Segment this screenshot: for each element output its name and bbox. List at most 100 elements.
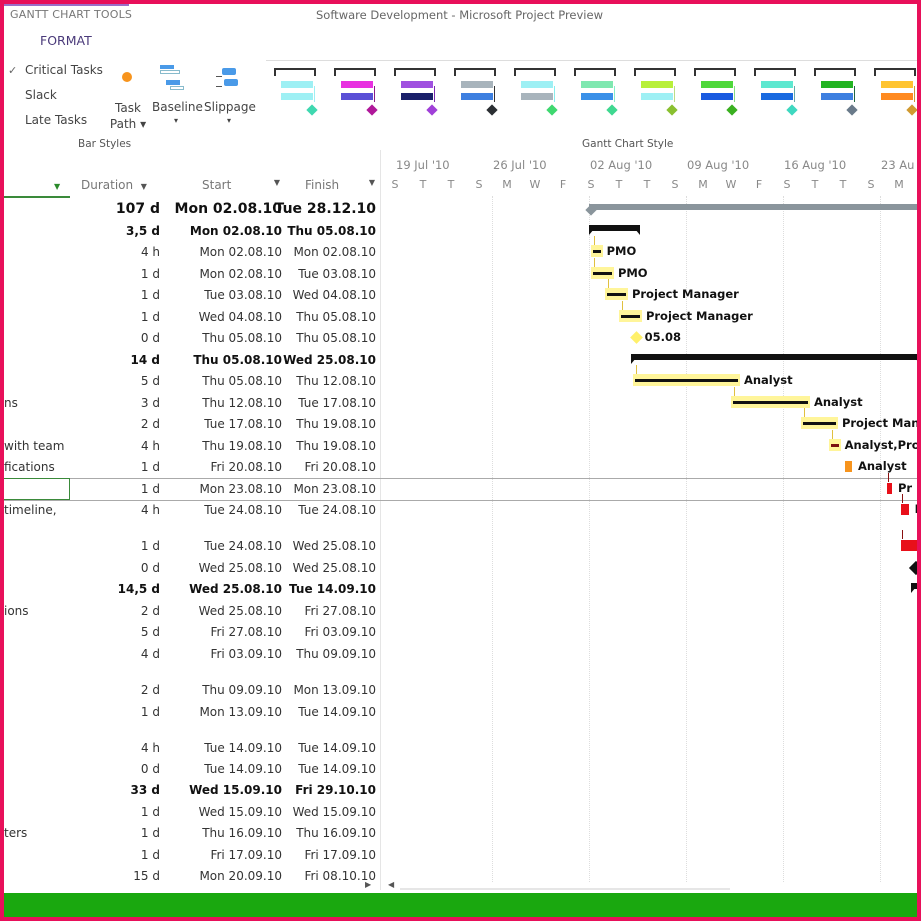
link-line: [854, 86, 855, 102]
task-bar[interactable]: [900, 504, 909, 515]
duration-cell: 0 d: [140, 762, 160, 776]
task-bar[interactable]: [592, 272, 612, 275]
gantt-style-option[interactable]: [812, 66, 862, 122]
start-cell: Tue 17.08.10: [204, 417, 282, 431]
chevron-down-icon: ▾: [226, 116, 231, 125]
task-bar[interactable]: [844, 461, 852, 472]
checkbox-label: Late Tasks: [25, 113, 88, 127]
bracket-icon: [454, 68, 496, 76]
finish-cell: Tue 14.09.10: [289, 582, 376, 596]
day-label: T: [839, 178, 847, 191]
duration-cell: 4 h: [140, 741, 160, 755]
slippage-button[interactable]: Slippage ▾: [204, 62, 256, 128]
milestone-diamond-icon: [606, 104, 618, 116]
milestone-diamond[interactable]: [908, 560, 921, 576]
day-label: T: [615, 178, 623, 191]
duration-cell: 3 d: [140, 396, 160, 410]
summary-bar[interactable]: [630, 354, 920, 360]
start-column-header[interactable]: Start ▼: [202, 178, 280, 192]
resource-label: Project Mana: [841, 416, 921, 430]
splitter[interactable]: [380, 150, 381, 890]
gantt-style-option[interactable]: [752, 66, 802, 122]
task-path-icon: [122, 72, 132, 82]
summary-end-cap: [630, 229, 640, 235]
day-label: M: [894, 178, 904, 191]
selected-cell[interactable]: [0, 478, 70, 500]
scroll-left-button[interactable]: ◀: [388, 880, 395, 889]
start-cell: Thu 05.08.10: [193, 353, 282, 367]
finish-cell: Wed 25.08.10: [292, 539, 376, 553]
week-label: 19 Jul '10: [396, 158, 450, 172]
scroll-right-button[interactable]: ▶: [365, 880, 372, 889]
bar-swatch: [461, 81, 493, 88]
day-label: S: [475, 178, 483, 191]
task-bar[interactable]: [592, 250, 601, 253]
gantt-style-option[interactable]: [392, 66, 442, 122]
start-cell: Mon 02.08.10: [199, 267, 282, 281]
checkbox-box: [8, 115, 19, 126]
critical-tasks-checkbox[interactable]: ✓ Critical Tasks: [8, 63, 103, 77]
link-line: [554, 86, 555, 102]
day-label: W: [725, 178, 737, 191]
task-bar[interactable]: [802, 422, 836, 425]
start-cell: Tue 24.08.10: [204, 503, 282, 517]
duration-column-header[interactable]: Duration ▼: [81, 178, 147, 192]
bar-swatch: [281, 81, 313, 88]
slack-checkbox[interactable]: Slack: [8, 88, 57, 102]
gantt-style-option[interactable]: [572, 66, 622, 122]
bar-swatch: [641, 93, 673, 100]
bracket-icon: [574, 68, 616, 76]
link-arrow: [803, 408, 805, 417]
task-name-column-filter[interactable]: ▼: [54, 182, 61, 191]
finish-column-header[interactable]: Finish ▼: [305, 178, 375, 192]
start-cell: Wed 15.09.10: [189, 783, 282, 797]
resource-label: 05.08: [644, 330, 681, 344]
gantt-style-option[interactable]: [692, 66, 742, 122]
task-bar[interactable]: [732, 401, 808, 404]
task-bar[interactable]: [634, 379, 738, 382]
resource-label: Project Manager: [645, 309, 753, 323]
gantt-style-option[interactable]: [872, 66, 921, 122]
checkbox-label: Slack: [25, 88, 57, 102]
status-bar: [4, 893, 917, 918]
duration-cell: 1 d: [140, 539, 160, 553]
late-tasks-checkbox[interactable]: Late Tasks: [8, 113, 87, 127]
baseline-button[interactable]: Baseline ▾: [152, 62, 203, 128]
bracket-icon: [394, 68, 436, 76]
day-label: T: [447, 178, 455, 191]
duration-cell: 4 d: [140, 647, 160, 661]
slippage-icon: [216, 76, 222, 77]
gantt-style-option[interactable]: [632, 66, 682, 122]
gantt-style-option[interactable]: [332, 66, 382, 122]
column-underline: [0, 196, 70, 198]
task-path-button[interactable]: Task Path ▾: [108, 66, 148, 132]
gantt-style-option[interactable]: [272, 66, 322, 122]
duration-cell: 33 d: [130, 783, 160, 797]
duration-cell: 14 d: [130, 353, 160, 367]
finish-cell: Fri 03.09.10: [304, 625, 376, 639]
bar-swatch: [401, 93, 433, 100]
summary-bar[interactable]: [910, 583, 921, 589]
tab-format[interactable]: FORMAT: [40, 33, 92, 48]
link-line: [794, 86, 795, 102]
horizontal-scrollbar[interactable]: [400, 888, 730, 890]
task-bar[interactable]: [620, 315, 640, 318]
slippage-label: Slippage: [204, 100, 256, 114]
gantt-style-option[interactable]: [512, 66, 562, 122]
project-summary-bar[interactable]: [588, 204, 921, 210]
baseline-icon: [160, 65, 174, 69]
duration-cell: 1 d: [140, 848, 160, 862]
bar-swatch: [761, 81, 793, 88]
finish-cell: Tue 24.08.10: [298, 503, 376, 517]
task-bar[interactable]: [606, 293, 626, 296]
task-bar[interactable]: [886, 483, 892, 494]
milestone-diamond[interactable]: [629, 331, 643, 344]
finish-cell: Tue 03.08.10: [298, 267, 376, 281]
task-bar[interactable]: [830, 444, 839, 447]
finish-cell: Tue 14.09.10: [298, 762, 376, 776]
summary-bar[interactable]: [588, 225, 640, 231]
duration-cell: 3,5 d: [125, 224, 160, 238]
week-label: 16 Aug '10: [784, 158, 847, 172]
gantt-style-option[interactable]: [452, 66, 502, 122]
task-bar[interactable]: [900, 540, 920, 551]
